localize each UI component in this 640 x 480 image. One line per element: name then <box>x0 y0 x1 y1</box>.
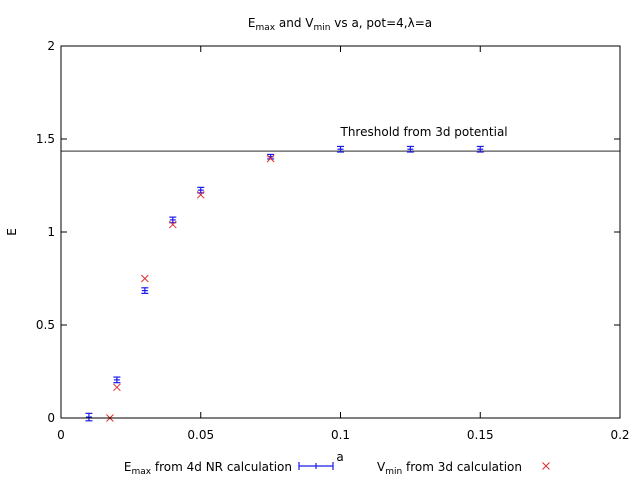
y-tick-label: 1.5 <box>36 132 55 146</box>
y-tick-label: 0.5 <box>36 318 55 332</box>
subscript-text: min <box>385 467 402 477</box>
x-tick-label: 0 <box>57 428 65 442</box>
legend-swatch-vmin <box>542 462 550 470</box>
plot-area-border <box>60 45 621 419</box>
text-segment: vs a, pot=4,λ=a <box>330 16 432 30</box>
text-segment: E <box>124 460 132 474</box>
emax-point <box>113 376 121 384</box>
vmin-point <box>266 154 275 163</box>
vmin-point <box>196 190 205 199</box>
emax-point <box>476 145 484 153</box>
x-tick-label: 0.05 <box>187 428 214 442</box>
vmin-point <box>168 220 177 229</box>
subscript-text: max <box>255 23 275 33</box>
emax-point <box>85 412 93 422</box>
x-axis-label: a <box>336 450 343 464</box>
emax-point <box>141 287 149 294</box>
vmin-point <box>113 383 121 392</box>
threshold-label: Threshold from 3d potential <box>340 125 508 139</box>
legend-label-vmin: Vmin from 3d calculation <box>377 460 522 477</box>
y-tick-label: 0 <box>47 411 55 425</box>
emax-point <box>406 145 414 153</box>
vmin-point <box>140 274 149 283</box>
x-tick-label: 0.1 <box>331 428 350 442</box>
chart-title: Emax and Vmin vs a, pot=4,λ=a <box>248 16 432 33</box>
y-axis-label: E <box>5 228 19 236</box>
subscript-text: max <box>131 467 151 477</box>
emax-point <box>337 145 344 153</box>
legend-label-emax: Emax from 4d NR calculation <box>124 460 292 477</box>
x-tick-label: 0.2 <box>610 428 629 442</box>
text-segment: and V <box>275 16 314 30</box>
y-tick-label: 2 <box>47 39 55 53</box>
legend-swatch-emax <box>298 462 334 470</box>
text-segment: E <box>248 16 256 30</box>
y-tick-label: 1 <box>47 225 55 239</box>
legend: Emax from 4d NR calculation Vmin from 3d … <box>124 460 550 477</box>
x-tick-label: 0.15 <box>467 428 494 442</box>
text-segment: from 4d NR calculation <box>151 460 292 474</box>
text-segment: V <box>377 460 386 474</box>
text-segment: from 3d calculation <box>402 460 522 474</box>
subscript-text: min <box>313 23 330 33</box>
